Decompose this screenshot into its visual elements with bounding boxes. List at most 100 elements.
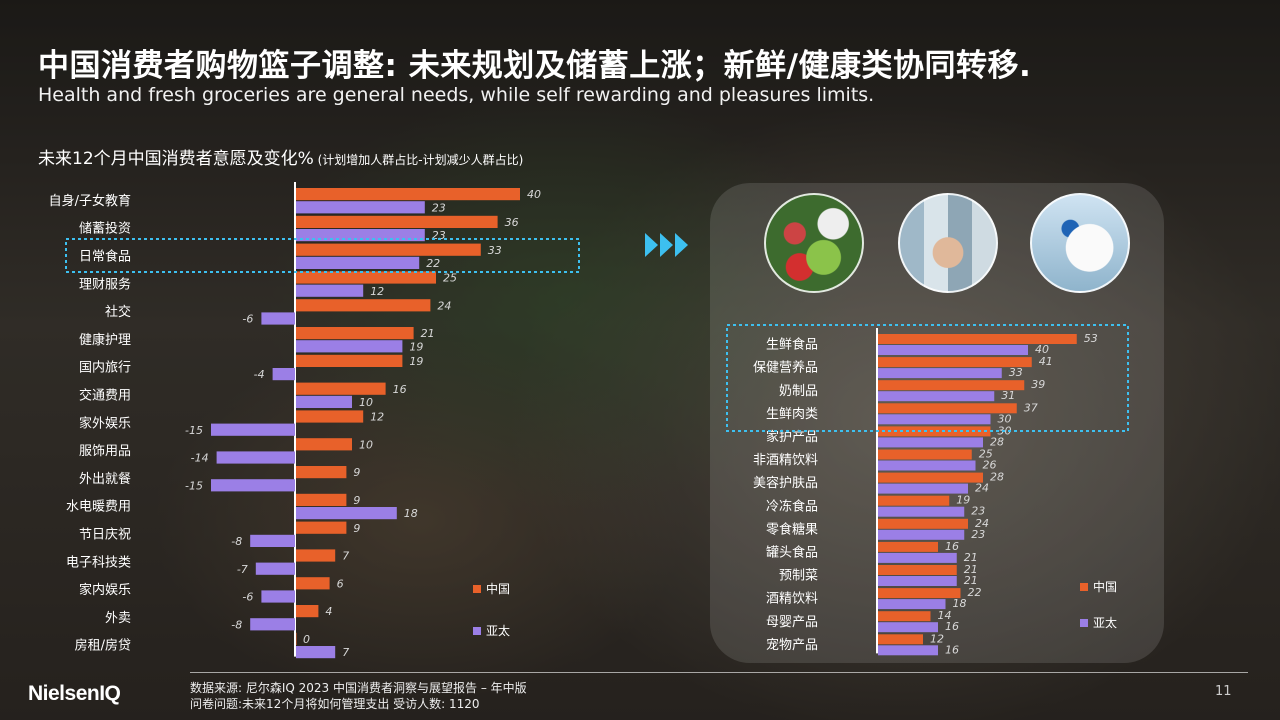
right-chart-data-label: 16 (945, 620, 959, 633)
left-chart-bar-china (296, 438, 352, 451)
left-chart-category-label: 水电暖费用 (66, 500, 131, 515)
right-chart-bar-china (878, 357, 1032, 368)
left-chart-data-label: 36 (505, 216, 519, 229)
right-chart-category-label: 冷冻食品 (766, 498, 818, 514)
left-chart-legend-swatch (473, 585, 481, 593)
left-chart-bar-apac (216, 451, 295, 464)
left-chart-category-label: 电子科技类 (66, 555, 131, 570)
left-chart-bar-apac (261, 590, 295, 603)
left-chart-data-label: 0 (303, 633, 310, 646)
left-chart-bar-apac (261, 312, 295, 325)
left-chart-bar-apac (250, 618, 295, 631)
right-chart-category-label: 奶制品 (779, 384, 818, 399)
right-chart-category-label: 宠物产品 (766, 637, 818, 653)
left-chart-data-label: 12 (370, 411, 384, 424)
right-chart-category-label: 美容护肤品 (753, 475, 818, 491)
left-chart-data-label: 22 (426, 257, 440, 270)
left-chart-category-label: 健康护理 (79, 332, 131, 348)
left-chart-data-label: 23 (432, 201, 446, 214)
milk-bottle-photo (1030, 193, 1130, 293)
right-chart-data-label: 16 (945, 643, 959, 656)
left-chart-category-label: 服饰用品 (79, 444, 131, 459)
right-chart-bar-apac (878, 483, 968, 494)
left-chart-data-label: 9 (353, 494, 360, 507)
left-chart-data-label: -14 (191, 452, 209, 465)
page-number: 11 (1215, 684, 1232, 699)
left-chart-bar-china (296, 410, 364, 423)
footer-divider (190, 672, 1248, 673)
right-chart-bar-china (878, 403, 1017, 414)
page-subtitle: Health and fresh groceries are general n… (38, 84, 875, 106)
right-chart-data-label: 41 (1039, 355, 1053, 368)
left-chart-bar-china (296, 632, 297, 645)
footer-source: 数据来源: 尼尔森IQ 2023 中国消费者洞察与展望报告 – 年中版 问卷问题… (190, 680, 527, 712)
left-chart-data-label: 24 (437, 299, 451, 312)
right-chart-data-label: 12 (930, 632, 944, 645)
right-chart-bar-china (878, 611, 931, 622)
left-chart-data-label: -4 (254, 368, 265, 381)
left-chart-bar-apac (272, 368, 295, 381)
left-chart-category-label: 家内娱乐 (79, 582, 131, 598)
left-chart-data-label: 16 (393, 383, 407, 396)
left-chart-category-label: 家外娱乐 (79, 415, 131, 431)
left-chart-bar-apac (296, 340, 403, 353)
left-chart-data-label: 25 (443, 272, 457, 285)
left-chart-data-label: 9 (353, 466, 360, 479)
right-chart-bar-apac (878, 599, 946, 610)
right-chart-data-label: 19 (956, 494, 970, 507)
left-chart-bar-china (296, 521, 347, 534)
supermarket-shopping-photo (898, 193, 998, 293)
left-chart-category-label: 理财服务 (79, 276, 131, 292)
left-chart-bar-china (296, 271, 436, 284)
left-chart-bar-china (296, 327, 414, 340)
left-chart-data-label: -15 (185, 424, 203, 437)
right-chart-bar-apac (878, 529, 965, 540)
right-chart-data-label: 53 (1084, 332, 1098, 345)
left-chart-bar-china (296, 549, 336, 562)
right-chart-data-label: 40 (1035, 343, 1049, 356)
right-chart-data-label: 23 (971, 528, 985, 541)
nielseniq-logo: NielsenIQ (28, 682, 121, 705)
left-chart-bar-china (296, 382, 386, 395)
left-chart-legend-label: 亚太 (486, 623, 510, 638)
right-chart-data-label: 18 (953, 597, 967, 610)
source-text: 数据来源: 尼尔森IQ 2023 中国消费者洞察与展望报告 – 年中版 (190, 681, 527, 695)
right-chart-data-label: 28 (990, 471, 1004, 484)
left-chart-data-label: 40 (527, 188, 541, 201)
left-chart-legend-swatch (473, 627, 481, 635)
right-chart-bar-china (878, 449, 972, 460)
left-chart-category-label: 交通费用 (79, 388, 131, 404)
left-chart-category-label: 外出就餐 (79, 471, 131, 487)
left-chart-data-label: -7 (237, 563, 248, 576)
right-chart-bar-china (878, 541, 938, 552)
left-chart-legend-label: 中国 (486, 581, 510, 596)
right-chart-data-label: 16 (945, 540, 959, 553)
left-chart-category-label: 自身/子女教育 (49, 193, 131, 209)
right-chart-data-label: 14 (938, 609, 952, 622)
left-chart-data-label: 33 (488, 244, 502, 257)
right-chart-bar-apac (878, 368, 1002, 379)
right-chart-bar-apac (878, 506, 965, 517)
right-chart-bar-apac (878, 414, 991, 425)
chart-heading-note: (计划增加人群占比-计划减少人群占比) (313, 153, 524, 167)
right-chart-category-label: 家护产品 (766, 429, 818, 445)
left-chart-data-label: 7 (342, 646, 349, 659)
right-chart-bar-china (878, 588, 961, 599)
right-chart-data-label: 33 (1009, 366, 1023, 379)
right-chart-bar-apac (878, 645, 938, 656)
left-chart-bar-apac (296, 284, 364, 297)
right-chart-bar-china (878, 565, 957, 575)
right-chart-bar-china (878, 334, 1077, 344)
left-chart-data-label: 12 (370, 285, 384, 298)
left-chart-category-label: 外卖 (105, 611, 131, 626)
left-chart-category-label: 房租/房贷 (75, 638, 131, 654)
left-chart-bar-china (296, 243, 481, 256)
right-chart-data-label: 37 (1024, 401, 1038, 414)
left-chart-data-label: 10 (359, 396, 373, 409)
left-chart-data-label: 21 (421, 327, 435, 340)
left-chart-data-label: 10 (359, 438, 373, 451)
right-chart-legend-label: 亚太 (1093, 615, 1117, 630)
right-chart-bar-apac (878, 437, 983, 448)
